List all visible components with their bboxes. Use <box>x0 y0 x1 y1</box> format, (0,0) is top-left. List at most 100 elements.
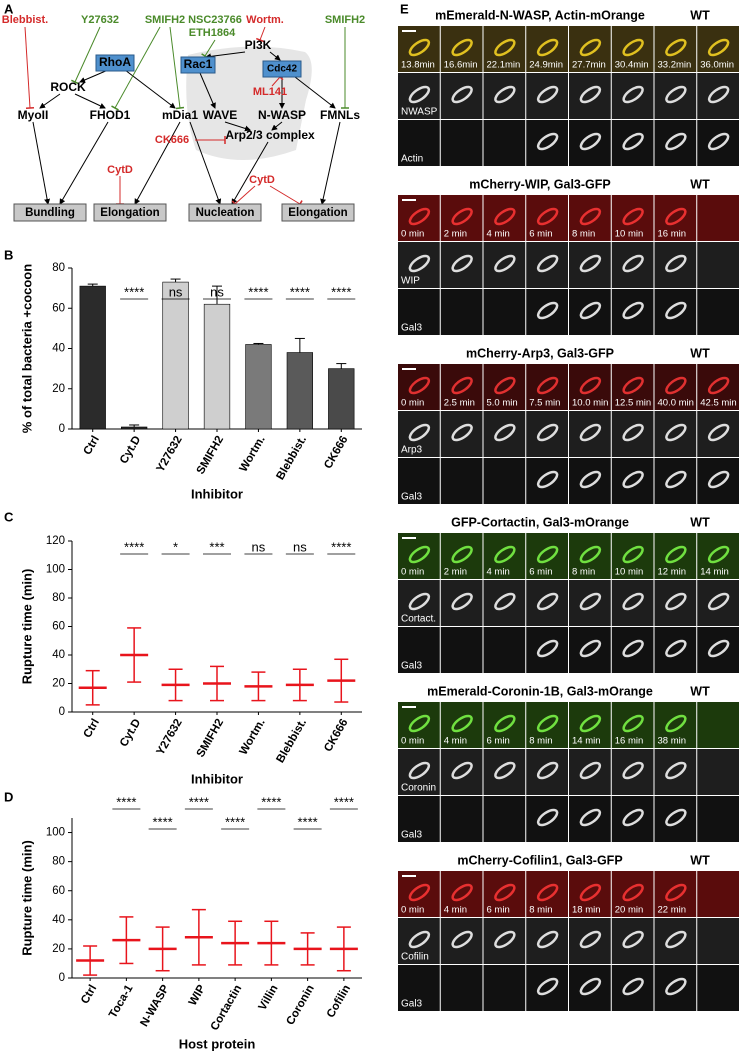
micrograph-tile <box>569 580 611 626</box>
bacterium-signal <box>408 85 431 104</box>
micrograph-tile <box>526 796 568 842</box>
micrograph-tile <box>569 796 611 842</box>
micrograph-tile <box>697 458 739 504</box>
inhibition-edge <box>259 26 266 41</box>
bacterium-signal <box>408 930 431 949</box>
inhibitor-label: NSC23766 <box>188 14 242 26</box>
bacterium-signal <box>579 883 602 902</box>
micrograph-tile <box>526 533 568 579</box>
channel-label: Gal3 <box>401 830 423 841</box>
micrograph-tile <box>398 965 440 1011</box>
bacterium-signal <box>494 85 516 104</box>
bacterium-signal <box>665 592 687 611</box>
inhibition-edge <box>74 26 101 83</box>
micrograph-tile <box>611 458 654 504</box>
y-tick-label: 20 <box>52 678 65 690</box>
micrograph-tile <box>611 73 654 119</box>
bacterium-signal <box>622 376 644 395</box>
x-tick-label: Coronin <box>284 983 316 1027</box>
y-tick-label: 40 <box>52 649 65 661</box>
strain-label: WT <box>690 515 710 529</box>
significance-label: **** <box>248 284 268 299</box>
bacterium-signal <box>408 592 431 611</box>
significance-label: **** <box>225 814 245 829</box>
inhibitor-label: CK666 <box>155 134 189 146</box>
micrograph-tile <box>398 120 440 166</box>
channel-label: Gal3 <box>401 661 423 672</box>
activation-edge <box>39 93 61 109</box>
panel-title: mCherry-Arp3, Gal3-GFP <box>466 346 614 360</box>
output-label: Elongation <box>288 207 347 219</box>
inhibitor-label: SMIFH2 <box>145 14 185 26</box>
micrograph-tile <box>569 702 611 748</box>
output-box <box>13 203 87 222</box>
bar <box>162 281 189 430</box>
protein-label: MyoII <box>18 108 49 122</box>
micrograph-tile <box>398 533 440 579</box>
micrograph-tile <box>440 702 483 748</box>
bacterium-signal <box>665 423 687 442</box>
protein-label: ROCK <box>50 80 86 94</box>
output-box <box>93 203 167 222</box>
micrograph-tile <box>611 627 654 673</box>
micrograph-tile <box>440 918 483 964</box>
micrograph-tile <box>654 749 697 795</box>
protein-label: FMNLs <box>320 108 360 122</box>
bacterium-signal <box>707 423 730 442</box>
time-label: 38 min <box>658 736 687 747</box>
panel-title: GFP-Cortactin, Gal3-mOrange <box>451 515 629 529</box>
time-label: 6 min <box>529 229 552 240</box>
bacterium-signal <box>536 470 559 489</box>
channel-label: Coronin <box>401 783 436 794</box>
channel-label: Cortact. <box>401 614 436 625</box>
time-label: 2.5 min <box>444 398 475 409</box>
micrograph-tile <box>440 965 483 1011</box>
activation-edge <box>231 141 269 205</box>
output-box <box>281 203 355 222</box>
micrograph-tile <box>611 580 654 626</box>
y-tick-label: 80 <box>52 856 65 868</box>
micrograph-tile <box>440 73 483 119</box>
micrograph-tile <box>654 242 697 288</box>
bacterium-signal <box>494 545 516 564</box>
micrograph-tile <box>569 411 611 457</box>
bar <box>286 352 313 430</box>
micrograph-tile <box>440 411 483 457</box>
channel-label: Cofilin <box>401 952 429 963</box>
micrograph-tile <box>654 364 697 410</box>
micrograph-tile <box>483 289 526 335</box>
micrograph-tile <box>398 289 440 335</box>
micrograph-tile <box>697 871 739 917</box>
channel-label: Gal3 <box>401 492 423 503</box>
bacterium-signal <box>665 883 687 902</box>
output-box <box>188 203 262 222</box>
micrograph-tile <box>611 26 654 72</box>
bacterium-signal <box>536 592 559 611</box>
bacterium-signal <box>579 639 602 658</box>
y-tick-label: 20 <box>52 943 65 955</box>
panel-title: mCherry-WIP, Gal3-GFP <box>469 177 610 191</box>
significance-label: **** <box>298 814 318 829</box>
micrograph-tile <box>398 458 440 504</box>
micrograph-tile <box>526 120 568 166</box>
inhibition-edge <box>204 39 216 57</box>
time-label: 6 min <box>487 736 510 747</box>
y-tick-label: 0 <box>59 972 65 984</box>
bacterium-signal <box>622 38 644 57</box>
time-label: 36.0min <box>700 60 734 71</box>
micrograph-tile <box>440 289 483 335</box>
micrograph-tile <box>440 26 483 72</box>
micrograph-tile <box>483 242 526 288</box>
bacterium-signal <box>494 714 516 733</box>
x-tick-label: Wortm. <box>238 717 268 757</box>
bacterium-signal <box>665 545 687 564</box>
bacterium-signal <box>665 254 687 273</box>
bacterium-signal <box>579 977 602 996</box>
x-tick-label: SMIFH2 <box>195 717 226 760</box>
bacterium-signal <box>451 85 473 104</box>
bacterium-signal <box>451 545 473 564</box>
micrograph-tile <box>697 411 739 457</box>
bacterium-signal <box>579 808 602 827</box>
bacterium-signal <box>579 38 602 57</box>
activation-edge <box>199 72 216 109</box>
